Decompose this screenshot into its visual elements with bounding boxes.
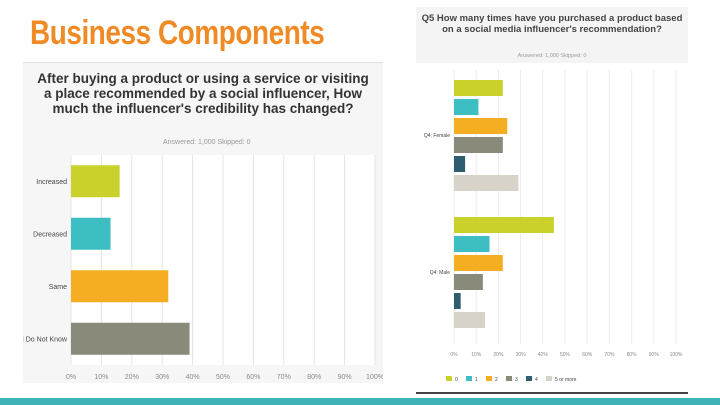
right-legend-swatch — [546, 376, 552, 381]
bottom-accent-bar — [0, 398, 720, 405]
right-chart: 0% 10% 20% 30% 40% 50% 60% 70% 80% 90% 100% Q4: Fem… — [424, 70, 683, 383]
left-bar — [71, 217, 111, 250]
left-chart: 0% 10% 20% 30% 40% 50% 60% 70% 80% 90% 100% Increas… — [23, 155, 383, 381]
right-bar — [454, 274, 483, 290]
right-x-tick-label: 30% — [516, 352, 527, 358]
right-legend-swatch — [446, 376, 452, 381]
right-legend-swatch — [466, 376, 472, 381]
left-bar — [71, 165, 120, 198]
right-x-tick-label: 80% — [627, 352, 638, 358]
left-x-tick-label: 50% — [216, 374, 230, 381]
right-legend-label: 0 — [455, 377, 458, 383]
left-category-label: Increased — [36, 179, 67, 186]
left-bar — [71, 322, 190, 355]
right-bar — [454, 236, 490, 252]
left-x-tick-label: 10% — [94, 374, 108, 381]
right-bar — [454, 80, 503, 96]
right-legend-label: 1 — [475, 377, 478, 383]
right-bar — [454, 118, 508, 134]
right-chart-header: Q5 How many times have you purchased a p… — [416, 7, 688, 63]
right-legend-swatch — [526, 376, 532, 381]
left-x-tick-label: 60% — [246, 374, 260, 381]
left-x-tick-label: 0% — [66, 374, 76, 381]
left-chart-question: After buying a product or using a servic… — [37, 71, 369, 116]
left-x-tick-label: 90% — [338, 374, 352, 381]
left-category-label: I Do Not Know — [23, 336, 68, 343]
right-x-tick-label: 60% — [582, 352, 593, 358]
right-bar — [454, 293, 461, 309]
slide-title: Business Components — [30, 14, 325, 52]
left-category-label: Decreased — [33, 231, 67, 238]
right-legend-label: 4 — [535, 377, 538, 383]
left-chart-answered: Answered: 1,000 Skipped: 0 — [163, 139, 251, 146]
right-chart-panel: 0% 10% 20% 30% 40% 50% 60% 70% 80% 90% 100% Q4: Fem… — [416, 64, 688, 394]
right-x-tick-label: 10% — [471, 352, 482, 358]
right-x-tick-label: 0% — [450, 352, 458, 358]
right-chart-question: Q5 How many times have you purchased a p… — [421, 13, 683, 35]
right-legend-swatch — [486, 376, 492, 381]
right-x-tick-label: 70% — [604, 352, 615, 358]
left-x-tick-label: 20% — [125, 374, 139, 381]
right-bar — [454, 99, 479, 115]
right-bar — [454, 156, 466, 172]
right-legend-label: 5 or more — [555, 377, 577, 383]
right-legend-swatch — [506, 376, 512, 381]
left-bar — [71, 270, 169, 303]
right-x-tick-label: 50% — [560, 352, 571, 358]
left-x-tick-label: 40% — [186, 374, 200, 381]
right-chart-answered: Answered: 1,000 Skipped: 0 — [517, 53, 587, 59]
left-chart-panel: After buying a product or using a servic… — [23, 62, 383, 383]
left-category-label: Same — [49, 284, 67, 291]
left-x-tick-label: 100% — [366, 374, 383, 381]
right-x-tick-label: 20% — [493, 352, 504, 358]
right-legend-label: 2 — [495, 377, 498, 383]
right-x-tick-label: 40% — [538, 352, 549, 358]
right-x-tick-label: 90% — [649, 352, 660, 358]
right-x-tick-label: 100% — [670, 352, 683, 358]
right-bar — [454, 255, 503, 271]
right-category-label: Q4: Female — [424, 133, 450, 139]
right-bar — [454, 217, 554, 233]
right-bar — [454, 312, 486, 328]
right-category-label: Q4: Male — [430, 270, 451, 276]
right-legend-label: 3 — [515, 377, 518, 383]
left-x-tick-label: 80% — [307, 374, 321, 381]
right-bar — [454, 137, 503, 153]
left-x-tick-label: 30% — [155, 374, 169, 381]
right-bar — [454, 175, 519, 191]
left-x-tick-label: 70% — [277, 374, 291, 381]
